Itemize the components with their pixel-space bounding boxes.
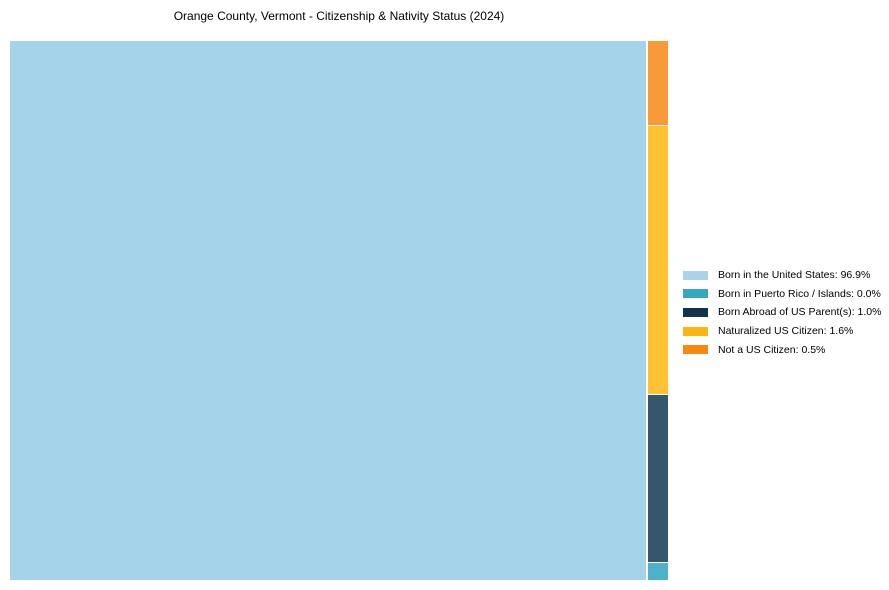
legend-label: Naturalized US Citizen: 1.6% <box>718 325 854 338</box>
legend-swatch-born-abroad-of-us-parent-s <box>683 307 708 317</box>
legend-label: Not a US Citizen: 0.5% <box>718 343 826 356</box>
legend: Born in the United States: 96.9% Born in … <box>683 266 881 359</box>
treemap-rect-not-a-us-citizen <box>648 41 668 125</box>
legend-item-born-in-the-united-states: Born in the United States: 96.9% <box>683 266 881 285</box>
treemap-rect-naturalized-us-citizen <box>648 126 668 394</box>
legend-label: Born in the United States: 96.9% <box>718 269 871 282</box>
legend-item-born-in-puerto-rico-islands: Born in Puerto Rico / Islands: 0.0% <box>683 285 881 304</box>
legend-item-naturalized-us-citizen: Naturalized US Citizen: 1.6% <box>683 322 881 341</box>
legend-item-not-a-us-citizen: Not a US Citizen: 0.5% <box>683 340 881 359</box>
legend-swatch-born-in-puerto-rico-islands <box>683 289 708 299</box>
treemap <box>10 41 668 580</box>
legend-item-born-abroad-of-us-parent-s: Born Abroad of US Parent(s): 1.0% <box>683 303 881 322</box>
treemap-rect-born-in-the-united-states <box>10 41 646 580</box>
legend-swatch-naturalized-us-citizen <box>683 326 708 336</box>
legend-swatch-born-in-the-united-states <box>683 270 708 280</box>
treemap-rect-born-in-puerto-rico-islands <box>648 563 668 580</box>
treemap-rect-born-abroad-of-us-parent-s <box>648 395 668 562</box>
legend-label: Born in Puerto Rico / Islands: 0.0% <box>718 287 881 300</box>
legend-label: Born Abroad of US Parent(s): 1.0% <box>718 306 882 319</box>
legend-swatch-not-a-us-citizen <box>683 345 708 355</box>
chart-title: Orange County, Vermont - Citizenship & N… <box>173 9 505 23</box>
